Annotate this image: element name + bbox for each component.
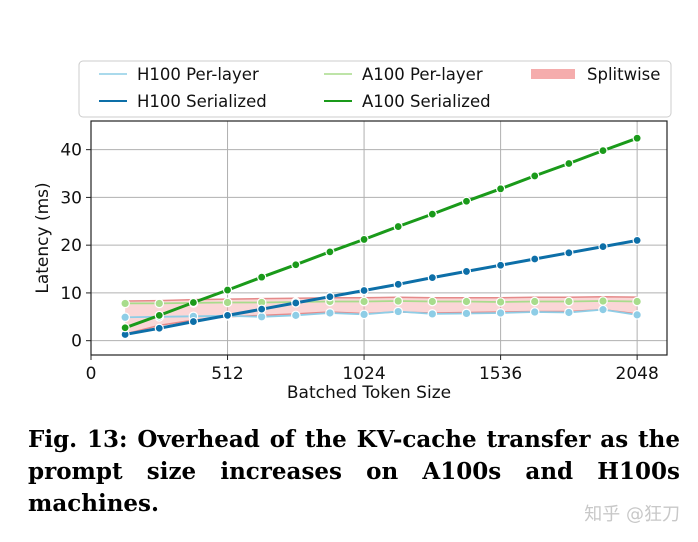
legend-swatch-splitwise	[531, 69, 575, 79]
data-point-h100-per-layer	[256, 311, 267, 322]
data-point-h100-serialized	[564, 248, 574, 258]
data-point-h100-serialized	[530, 254, 540, 264]
y-tick-label: 20	[60, 236, 82, 256]
data-point-h100-per-layer	[427, 309, 438, 319]
data-point-a100-serialized	[359, 234, 369, 245]
data-point-a100-serialized	[291, 260, 301, 270]
data-point-a100-serialized	[120, 323, 130, 333]
data-point-h100-serialized	[632, 235, 642, 245]
x-tick-label: 512	[211, 364, 243, 384]
data-point-h100-serialized	[461, 266, 472, 277]
legend-label-a100-per-layer: A100 Per-layer	[362, 65, 483, 84]
figure-caption: Fig. 13: Overhead of the KV-cache transf…	[28, 424, 680, 520]
data-point-a100-serialized	[222, 285, 233, 295]
data-point-a100-per-layer	[632, 296, 642, 307]
data-point-a100-serialized	[325, 247, 335, 257]
series-band-splitwise-upper	[125, 295, 638, 302]
data-point-h100-serialized	[598, 241, 608, 252]
x-axis-label: Batched Token Size	[287, 383, 451, 403]
data-point-h100-per-layer	[120, 312, 130, 323]
data-point-h100-per-layer	[290, 310, 301, 321]
data-point-h100-serialized	[222, 310, 233, 320]
x-tick-label: 1536	[479, 364, 522, 384]
data-point-a100-serialized	[598, 146, 608, 156]
data-point-a100-serialized	[257, 272, 267, 282]
data-point-a100-per-layer	[222, 297, 233, 308]
data-point-a100-serialized	[632, 133, 642, 143]
legend-label-h100-serialized: H100 Serialized	[137, 92, 267, 111]
y-tick-label: 0	[71, 332, 82, 352]
y-axis-label: Latency (ms)	[33, 182, 53, 293]
data-point-h100-serialized	[325, 292, 335, 302]
data-point-a100-per-layer	[359, 296, 369, 307]
data-point-a100-per-layer	[529, 296, 540, 307]
data-point-h100-per-layer	[632, 310, 642, 320]
series-line-a100-serialized	[124, 136, 638, 330]
legend-label-a100-serialized: A100 Serialized	[362, 92, 491, 111]
y-tick-label: 30	[60, 188, 82, 208]
y-tick-label: 40	[60, 141, 82, 161]
data-point-h100-per-layer	[495, 308, 506, 318]
data-point-h100-serialized	[291, 298, 301, 308]
data-point-a100-serialized	[393, 221, 403, 232]
legend: H100 Per-layer H100 Serialized A100 Per-la…	[78, 60, 672, 118]
series-band-splitwise	[125, 296, 638, 334]
legend-label-splitwise: Splitwise	[587, 65, 660, 84]
watermark: 知乎 @狂刀	[584, 504, 680, 525]
data-point-h100-serialized	[496, 260, 506, 270]
data-point-a100-serialized	[188, 297, 198, 308]
data-point-a100-serialized	[154, 310, 164, 320]
legend-label-h100-per-layer: H100 Per-layer	[137, 65, 259, 84]
data-point-a100-serialized	[461, 196, 472, 206]
data-point-h100-serialized	[393, 279, 403, 289]
data-point-h100-serialized	[427, 273, 437, 283]
data-point-a100-serialized	[530, 171, 540, 181]
data-point-a100-per-layer	[393, 296, 403, 306]
caption-line-2: prompt size increases on A100s and H100s…	[28, 458, 680, 517]
y-tick-label: 10	[60, 284, 82, 304]
data-point-h100-per-layer	[461, 308, 472, 319]
data-point-h100-serialized	[154, 323, 164, 333]
plot-area	[90, 121, 667, 355]
latency-chart: H100 Per-layer H100 Serialized A100 Per-la…	[33, 60, 672, 403]
data-point-h100-serialized	[257, 304, 267, 314]
data-point-a100-per-layer	[495, 297, 506, 307]
data-point-a100-serialized	[496, 184, 506, 194]
data-point-a100-per-layer	[564, 296, 574, 307]
x-tick-label: 2048	[616, 364, 659, 384]
data-point-h100-per-layer	[564, 307, 574, 318]
series-line-h100-per-layer	[125, 308, 638, 319]
caption-line-1: Fig. 13: Overhead of the KV-cache transf…	[28, 426, 680, 453]
data-point-a100-serialized	[564, 158, 574, 169]
data-point-a100-per-layer	[598, 296, 608, 306]
axes: 0 512 1024 1536 2048 0 10 20 30 40 Batched Token S…	[33, 120, 668, 403]
plot-frame	[90, 120, 668, 356]
data-point-h100-per-layer	[393, 306, 403, 317]
data-point-h100-per-layer	[598, 304, 608, 315]
legend-box	[78, 60, 672, 118]
x-tick-label: 1024	[342, 364, 385, 384]
series-line-h100-serialized	[124, 238, 638, 336]
x-tick-label: 0	[86, 364, 97, 384]
data-point-a100-per-layer	[461, 296, 472, 307]
data-point-h100-per-layer	[529, 307, 540, 317]
data-point-h100-per-layer	[359, 309, 369, 320]
data-point-a100-per-layer	[154, 298, 165, 309]
data-point-h100-serialized	[359, 285, 369, 296]
data-point-a100-per-layer	[427, 296, 438, 307]
series-line-a100-per-layer	[125, 300, 638, 305]
data-point-a100-per-layer	[120, 298, 130, 309]
data-point-h100-serialized	[188, 316, 198, 327]
data-point-a100-serialized	[427, 209, 437, 219]
data-point-h100-per-layer	[325, 308, 335, 318]
